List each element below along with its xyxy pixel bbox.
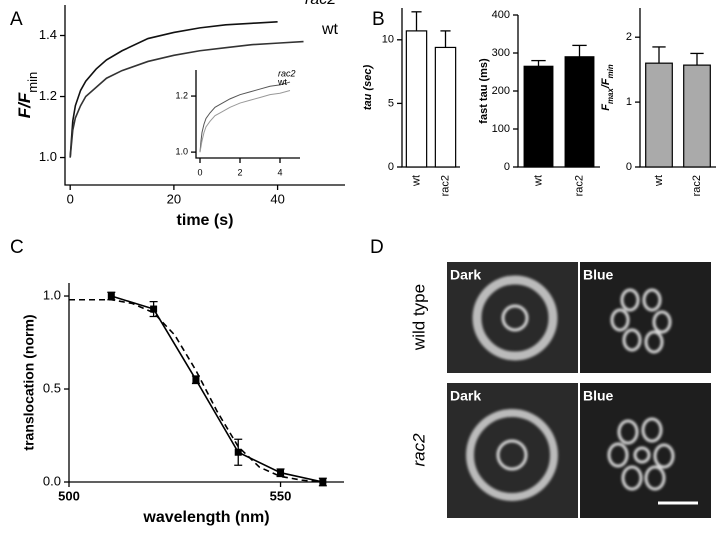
x-tick-label: 550 xyxy=(270,488,292,503)
panel-label: B xyxy=(372,9,385,30)
panel-label: D xyxy=(370,237,384,258)
y-tick-label: 0.5 xyxy=(43,380,61,395)
x-tick-label: 500 xyxy=(58,488,80,503)
y-tick-label: 200 xyxy=(492,85,510,97)
row-label: rac2 xyxy=(409,433,428,467)
y-tick-label: 0 xyxy=(504,161,510,173)
tile-label: Blue xyxy=(583,267,614,283)
y-axis-label-part: min xyxy=(25,72,40,93)
panel-label: A xyxy=(10,9,23,30)
y-axis-label: fast tau (ms) xyxy=(478,58,490,124)
y-axis-label-part: F xyxy=(600,104,612,111)
x-tick-label: rac2 xyxy=(573,175,585,196)
y-axis-label-part: /F xyxy=(600,78,612,89)
y-tick-label: 1.4 xyxy=(39,27,57,42)
y-tick-label: 1 xyxy=(626,96,632,108)
marker xyxy=(277,469,285,477)
tile-label: Dark xyxy=(450,388,481,404)
x-tick-label: 0 xyxy=(197,167,202,177)
x-tick-label: 2 xyxy=(237,167,242,177)
x-tick-label: rac2 xyxy=(691,175,703,196)
y-axis-label: Fmax/Fmin xyxy=(600,64,615,111)
x-axis-label: wavelength (nm) xyxy=(142,509,269,526)
series-label: rac2 xyxy=(305,0,336,8)
tile-label: Dark xyxy=(450,267,481,283)
y-tick-label: 1.2 xyxy=(39,88,57,103)
y-tick-label: 100 xyxy=(492,123,510,135)
x-tick-label: wt xyxy=(532,175,544,187)
series-line xyxy=(69,298,323,483)
y-tick-label: 10 xyxy=(382,34,394,46)
bar xyxy=(405,30,428,168)
y-axis-label: tau (sec) xyxy=(362,65,374,111)
bar xyxy=(434,46,457,168)
x-tick-label: 4 xyxy=(277,167,282,177)
cells xyxy=(466,275,675,501)
x-tick-label: 0 xyxy=(67,191,74,206)
panel-d-images xyxy=(447,262,711,518)
y-tick-label: 0 xyxy=(388,161,394,173)
series-line xyxy=(111,295,324,483)
series-line xyxy=(199,89,291,153)
x-tick-label: rac2 xyxy=(439,175,451,196)
series-line xyxy=(69,20,278,158)
x-axis-label: time (s) xyxy=(177,212,234,229)
y-axis-label: translocation (norm) xyxy=(21,314,37,450)
series-line xyxy=(199,81,291,153)
y-tick-label: 0.0 xyxy=(43,473,61,488)
marker xyxy=(234,448,242,456)
axis-line xyxy=(195,70,300,159)
marker xyxy=(107,292,115,300)
series-line xyxy=(69,40,304,158)
micrograph xyxy=(580,262,711,373)
y-tick-label: 1.0 xyxy=(175,146,188,156)
y-tick-label: 1.0 xyxy=(43,287,61,302)
bar xyxy=(683,64,711,168)
bar xyxy=(523,65,554,168)
row-label: wild type xyxy=(409,284,428,351)
x-tick-label: 20 xyxy=(167,191,181,206)
y-tick-label: 300 xyxy=(492,47,510,59)
x-tick-label: wt xyxy=(653,175,665,187)
series-label: rac2 xyxy=(278,68,296,78)
marker xyxy=(192,376,200,384)
bar xyxy=(564,56,595,168)
y-axis-label: F/Fmin xyxy=(15,72,39,118)
axis-line xyxy=(64,5,345,186)
y-tick-label: 1.2 xyxy=(175,90,188,100)
y-axis-label-part: max xyxy=(606,88,615,104)
series-label: wt xyxy=(277,77,287,87)
x-tick-label: wt xyxy=(410,175,422,187)
y-tick-label: 400 xyxy=(492,9,510,21)
y-tick-label: 5 xyxy=(388,97,394,109)
x-tick-label: 40 xyxy=(270,191,284,206)
bar xyxy=(645,62,673,168)
y-tick-label: 0 xyxy=(626,161,632,173)
axis-line xyxy=(68,283,344,483)
marker xyxy=(150,305,158,313)
y-tick-label: 2 xyxy=(626,31,632,43)
y-tick-label: 1.0 xyxy=(39,149,57,164)
y-axis-label-part: F/F xyxy=(15,92,34,118)
panel-label: C xyxy=(10,237,24,258)
y-axis-label-part: min xyxy=(606,64,615,78)
series-label: wt xyxy=(321,21,339,38)
tile-label: Blue xyxy=(583,388,614,404)
